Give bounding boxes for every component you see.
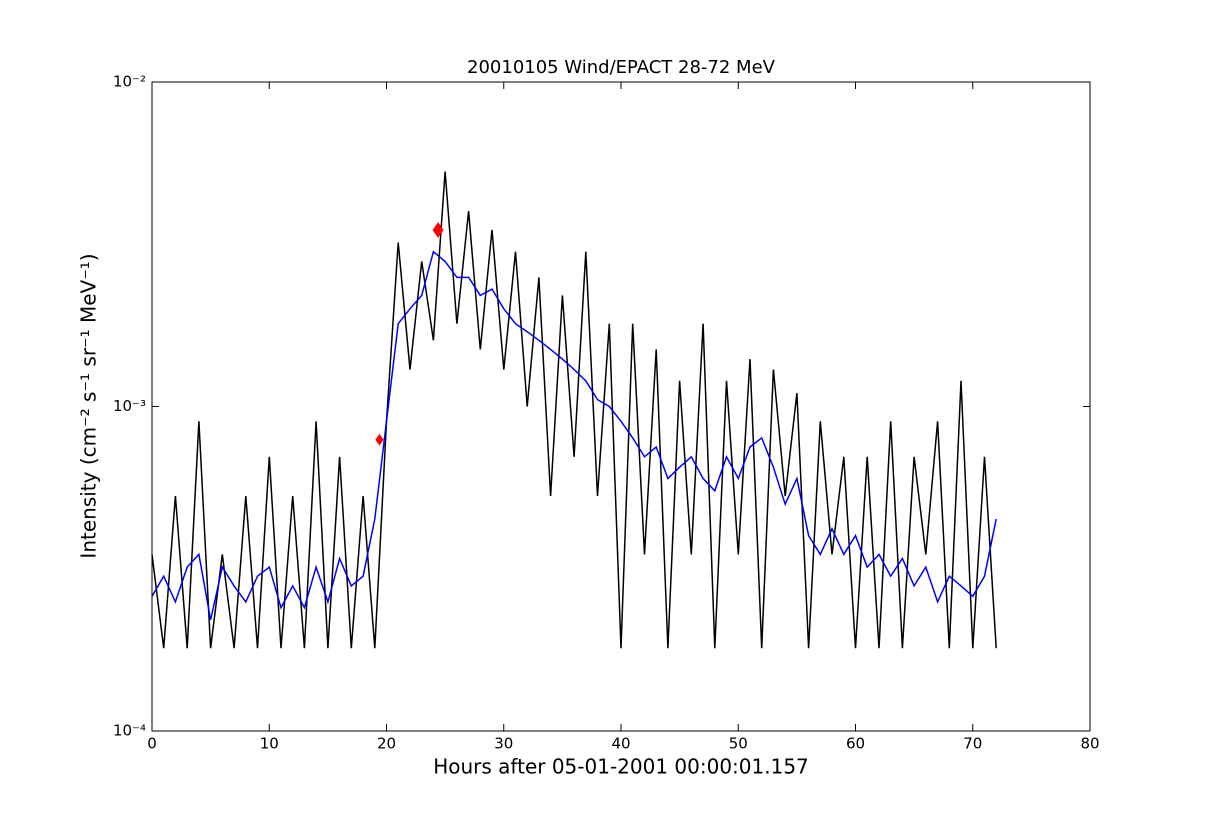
peak-marker: [432, 222, 444, 238]
x-tick-label: 20: [377, 735, 396, 753]
x-tick-label: 60: [846, 735, 865, 753]
y-axis-label: Intensity (cm⁻² s⁻¹ sr⁻¹ MeV⁻¹): [77, 253, 101, 558]
plot-frame: [151, 81, 1091, 732]
x-tick-label: 30: [494, 735, 513, 753]
x-tick-label: 70: [963, 735, 982, 753]
x-tick-label: 80: [1080, 735, 1099, 753]
y-tick-label: 10⁻³: [113, 397, 146, 415]
peak-marker: [375, 433, 384, 446]
series-line: [151, 250, 997, 621]
x-tick-label: 0: [147, 735, 157, 753]
x-tick-label: 10: [260, 735, 279, 753]
chart-title: 20010105 Wind/EPACT 28-72 MeV: [467, 57, 776, 78]
x-axis-label: Hours after 05-01-2001 00:00:01.157: [433, 755, 809, 779]
series-line: [151, 171, 997, 649]
x-tick-label: 50: [729, 735, 748, 753]
y-tick-label: 10⁻⁴: [113, 722, 146, 740]
x-tick-label: 40: [611, 735, 630, 753]
y-tick-label: 10⁻²: [113, 73, 146, 91]
